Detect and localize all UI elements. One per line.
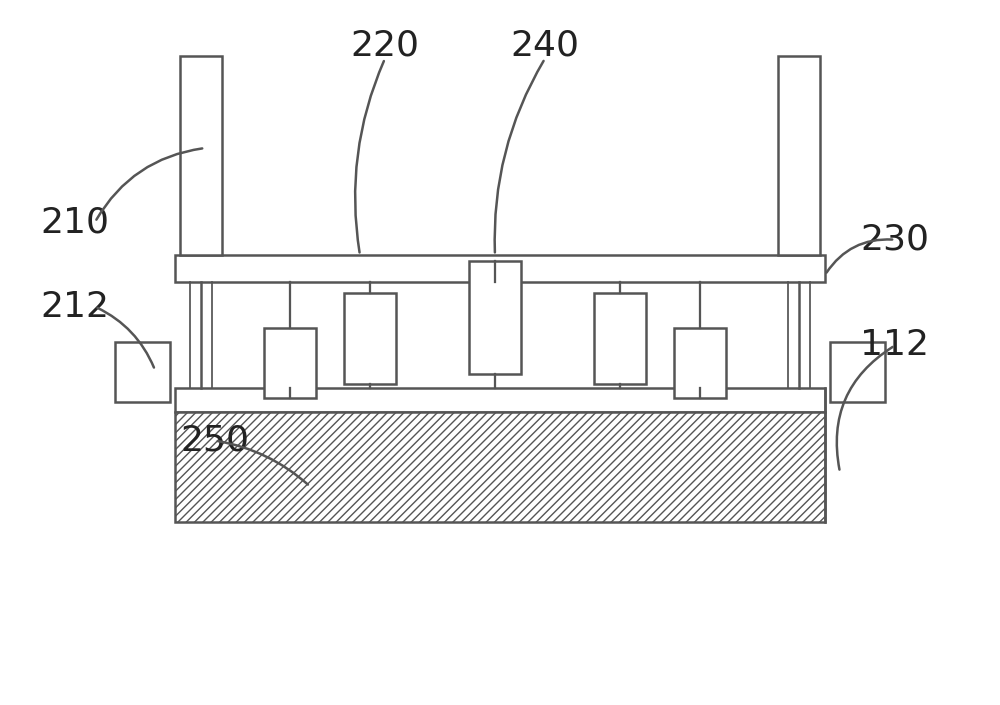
Bar [469,261,521,374]
Bar [175,412,825,522]
Bar [180,56,222,255]
Text: 212: 212 [40,290,110,324]
Bar [175,255,825,282]
Bar [115,342,170,402]
Bar [264,328,316,398]
Bar [344,293,396,384]
Bar [778,56,820,255]
Text: 230: 230 [860,223,930,257]
Bar [830,342,885,402]
Bar [594,293,646,384]
Text: 250: 250 [180,424,250,458]
Text: 240: 240 [511,29,580,63]
Bar [674,328,726,398]
Bar [175,388,825,412]
Text: 112: 112 [860,329,930,362]
Text: 220: 220 [351,29,420,63]
Text: 210: 210 [40,205,110,239]
